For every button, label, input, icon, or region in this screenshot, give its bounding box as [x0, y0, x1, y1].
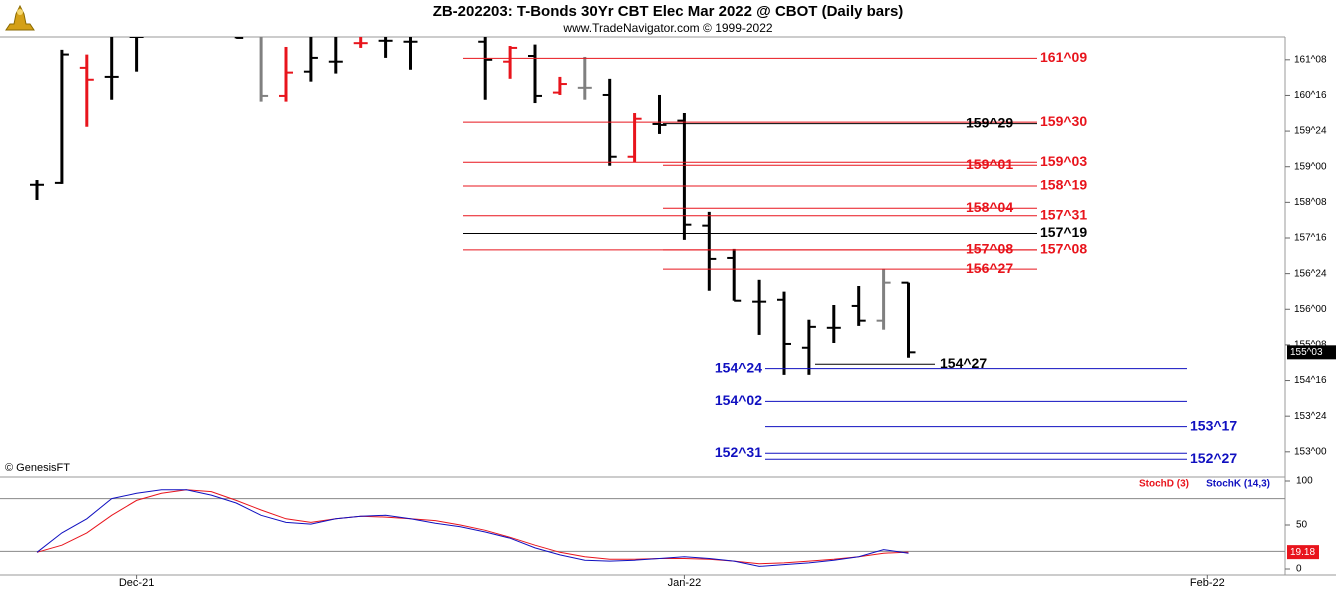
y-tick-label: 50	[1296, 520, 1308, 531]
stoch-line	[36, 489, 909, 565]
y-tick-label: 156^00	[1294, 304, 1327, 315]
y-tick-label: 153^00	[1294, 446, 1327, 457]
chart-subtitle: www.TradeNavigator.com © 1999-2022	[562, 21, 772, 35]
y-tick-label: 158^08	[1294, 197, 1327, 208]
level-label: 157^08	[1040, 241, 1087, 257]
level-label: 156^27	[966, 260, 1013, 276]
level-label: 159^29	[966, 114, 1013, 130]
x-tick-label: Feb-22	[1190, 577, 1225, 589]
y-tick-label: 159^24	[1294, 126, 1327, 137]
chart-title: ZB-202203: T-Bonds 30Yr CBT Elec Mar 202…	[433, 3, 904, 20]
y-tick-label: 0	[1296, 564, 1302, 575]
last-price-label: 155^03	[1290, 347, 1323, 358]
x-tick-label: Jan-22	[668, 577, 702, 589]
y-tick-label: 100	[1296, 476, 1313, 487]
level-label: 158^19	[1040, 177, 1087, 193]
level-label: 159^01	[966, 156, 1013, 172]
level-label: 154^24	[715, 359, 762, 375]
legend-entry: StochK (14,3)	[1206, 479, 1270, 490]
level-label: 154^27	[940, 355, 987, 371]
level-label: 157^31	[1040, 206, 1087, 222]
legend-entry: StochD (3)	[1139, 479, 1189, 490]
price-plot	[30, 37, 916, 375]
y-tick-label: 154^16	[1294, 375, 1327, 386]
level-label: 153^17	[1190, 417, 1237, 433]
y-tick-label: 160^16	[1294, 90, 1327, 101]
level-label: 158^04	[966, 199, 1013, 215]
level-label: 159^03	[1040, 153, 1087, 169]
logo	[5, 4, 35, 31]
stoch-line	[36, 489, 909, 567]
last-value-label: 19.18	[1290, 547, 1315, 558]
y-tick-label: 159^00	[1294, 161, 1327, 172]
level-label: 157^19	[1040, 224, 1087, 240]
y-tick-label: 156^24	[1294, 268, 1327, 279]
level-label: 157^08	[966, 241, 1013, 257]
level-label: 152^31	[715, 444, 762, 460]
level-label: 154^02	[715, 392, 762, 408]
last-value-box	[1287, 545, 1319, 560]
last-price-box	[1287, 345, 1336, 360]
x-tick-label: Dec-21	[119, 577, 154, 589]
overlay: 161^09 159^30 159^29 159^03 159^01 158^19 158^…	[463, 49, 1237, 466]
level-label: 152^27	[1190, 450, 1237, 466]
level-label: 159^30	[1040, 113, 1087, 129]
y-tick-label: 161^08	[1294, 54, 1327, 65]
copyright: © GenesisFT	[5, 462, 70, 474]
level-label: 161^09	[1040, 49, 1087, 65]
y-tick-label: 155^08	[1294, 340, 1327, 351]
y-tick-label: 153^24	[1294, 411, 1327, 422]
y-tick-label: 157^16	[1294, 233, 1327, 244]
